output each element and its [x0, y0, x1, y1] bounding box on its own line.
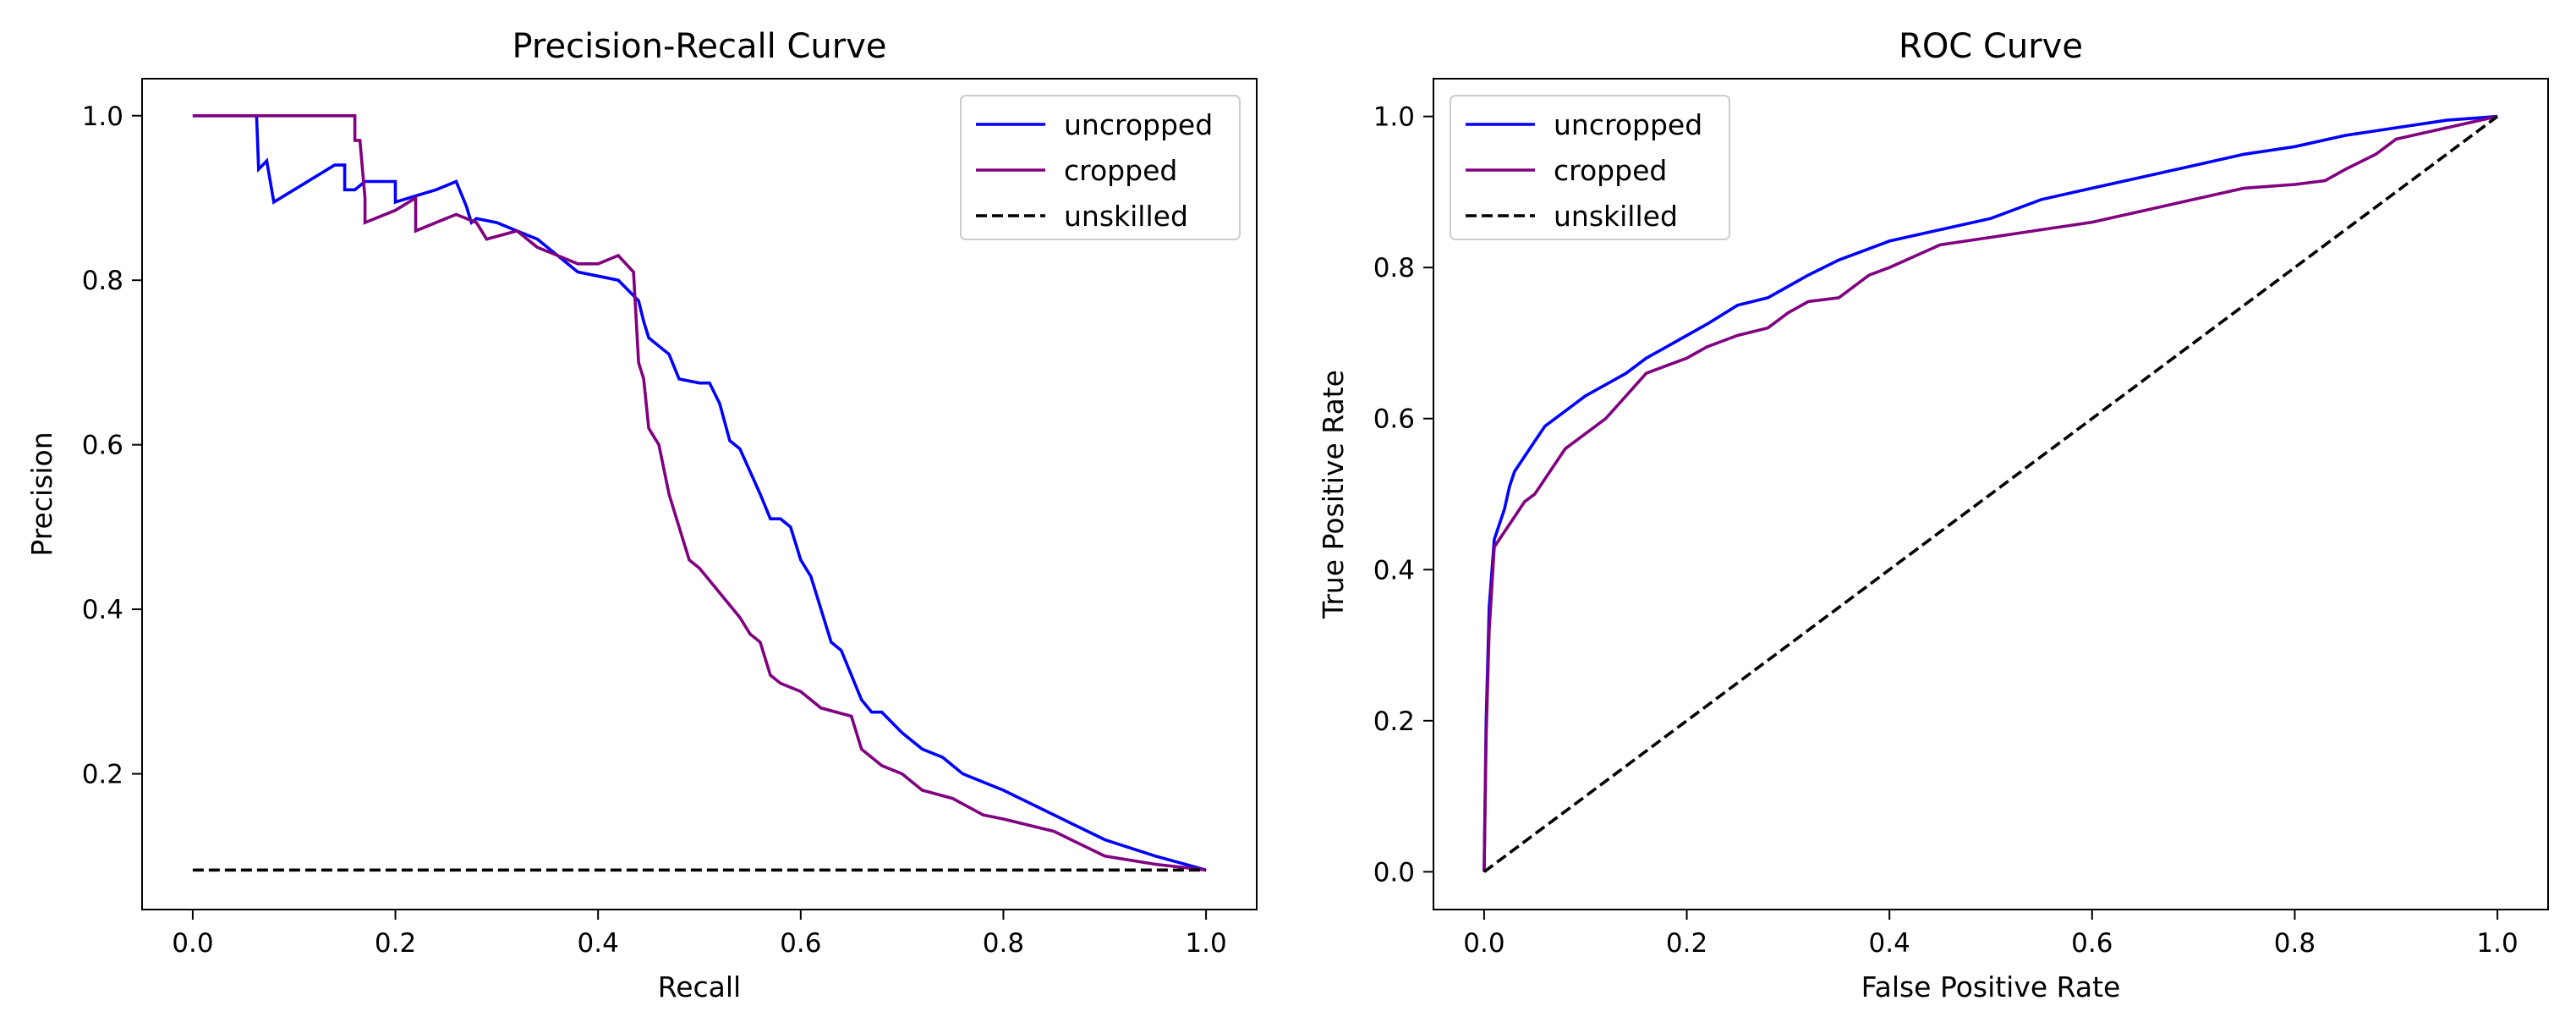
x-tick-label: 0.2 — [375, 928, 416, 959]
legend: uncropped cropped unskilled — [960, 95, 1241, 240]
y-tick-label: 0.2 — [82, 760, 123, 790]
series-line-cropped — [192, 114, 1207, 872]
x-tick-label: 0.8 — [2274, 928, 2316, 959]
series-line-unskilled — [1483, 115, 2499, 873]
x-tick-label: 0.2 — [1666, 928, 1707, 959]
x-tick-label: 1.0 — [1185, 928, 1226, 959]
x-tick-label: 0.4 — [1869, 928, 1910, 959]
y-tick-label: 0.0 — [1373, 857, 1415, 888]
legend-label-unskilled: unskilled — [1064, 200, 1188, 233]
x-axis-label: Recall — [658, 970, 741, 1003]
x-tick-label: 0.0 — [1463, 928, 1504, 959]
y-tick-label: 0.8 — [1373, 253, 1415, 283]
y-tick-label: 1.0 — [1373, 102, 1415, 133]
y-tick-label: 0.2 — [1373, 706, 1415, 737]
legend-label-uncropped: uncropped — [1554, 108, 1702, 141]
y-tick-label: 0.8 — [82, 266, 123, 296]
legend: uncropped cropped unskilled — [1450, 95, 1730, 240]
y-tick-label: 0.4 — [1373, 555, 1415, 585]
legend-label-uncropped: uncropped — [1064, 108, 1213, 141]
roc-chart: 0.0 0.2 0.4 0.6 0.8 1.0 0.0 0.2 0.4 0.6 0.8 1.0 ROC … — [1317, 27, 2549, 1003]
y-tick-label: 0.6 — [1373, 404, 1415, 435]
y-tick-label: 0.6 — [82, 431, 123, 461]
x-axis-label: False Positive Rate — [1861, 970, 2121, 1003]
chart-title: ROC Curve — [1899, 27, 2083, 66]
y-axis-label: True Positive Rate — [1317, 370, 1350, 619]
x-tick-label: 0.4 — [578, 928, 619, 959]
x-tick-label: 0.0 — [172, 928, 213, 959]
legend-label-cropped: cropped — [1064, 154, 1177, 187]
legend-box — [1450, 95, 1730, 240]
x-tick-label: 0.8 — [983, 928, 1024, 959]
plot-frame — [1433, 78, 2549, 910]
x-tick-label: 0.6 — [780, 928, 821, 959]
y-axis-label: Precision — [25, 432, 58, 556]
chart-title: Precision-Recall Curve — [512, 27, 887, 66]
plot-frame — [141, 78, 1258, 910]
series-line-uncropped — [192, 114, 1207, 872]
series-line-cropped — [1483, 114, 2498, 872]
x-tick-label: 1.0 — [2476, 928, 2518, 959]
legend-label-unskilled: unskilled — [1554, 200, 1678, 233]
legend-box — [960, 95, 1241, 240]
y-tick-label: 1.0 — [82, 102, 123, 132]
precision-recall-chart: 0.0 0.2 0.4 0.6 0.8 1.0 0.2 0.4 0.6 0.8 1.0 Precisi… — [25, 27, 1258, 1003]
legend-label-cropped: cropped — [1554, 154, 1667, 187]
series-line-uncropped — [1483, 114, 2498, 872]
x-tick-label: 0.6 — [2071, 928, 2113, 959]
y-tick-label: 0.4 — [82, 595, 123, 625]
